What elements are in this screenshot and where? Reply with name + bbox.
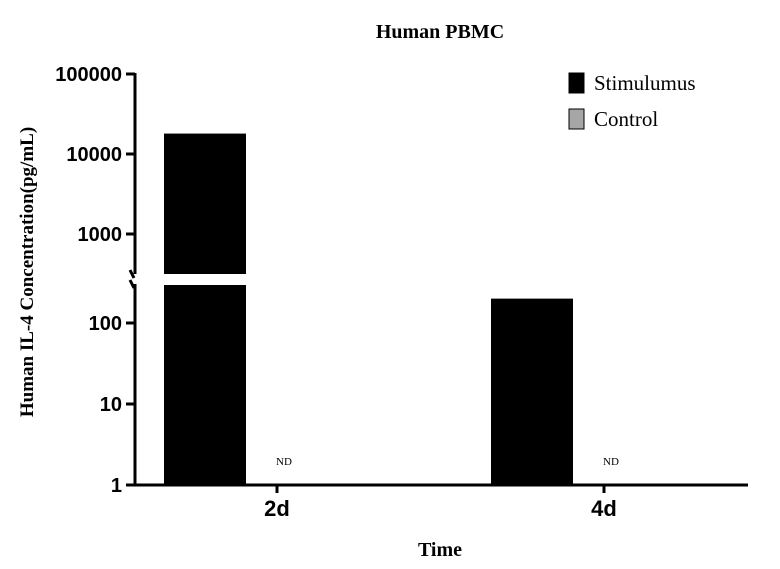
legend-label: Control bbox=[594, 107, 658, 131]
legend-label: Stimulumus bbox=[594, 71, 696, 95]
y-tick-label: 1 bbox=[111, 475, 122, 497]
chart-title: Human PBMC bbox=[376, 21, 504, 43]
y-tick-label: 10000 bbox=[66, 144, 122, 166]
y-tick-label: 100 bbox=[89, 313, 122, 335]
legend-swatch bbox=[568, 108, 585, 130]
bar-stimulumus-4d bbox=[491, 298, 573, 485]
x-tick-label: 2d bbox=[264, 496, 290, 521]
x-axis-label: Time bbox=[418, 539, 462, 561]
bar-stimulumus-2d-lower bbox=[164, 285, 246, 485]
y-tick-label: 100000 bbox=[55, 64, 122, 86]
y-axis-label: Human IL-4 Concentration(pg/mL) bbox=[17, 127, 38, 417]
y-tick-label: 10 bbox=[100, 394, 122, 416]
axis-break-mark bbox=[128, 279, 136, 289]
legend-swatch bbox=[568, 72, 585, 94]
axis-break-mark bbox=[128, 269, 136, 279]
control-nd-label: ND bbox=[603, 456, 619, 468]
control-nd-label: ND bbox=[276, 456, 292, 468]
y-tick-label: 1000 bbox=[78, 224, 123, 246]
x-tick-label: 4d bbox=[591, 496, 617, 521]
bar-stimulumus-2d bbox=[164, 133, 246, 274]
